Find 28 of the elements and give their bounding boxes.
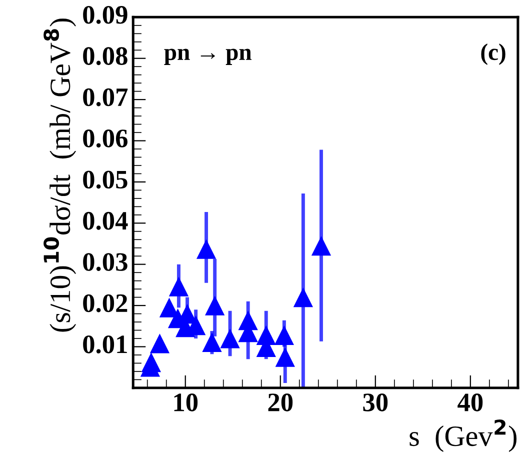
x-tick-label: 10 bbox=[174, 394, 198, 412]
point bbox=[196, 239, 216, 259]
point bbox=[274, 325, 294, 345]
x-axis-title: s (Gev$^{2}$) bbox=[410, 419, 516, 452]
y-tick-label: 0.06 bbox=[83, 130, 128, 148]
point bbox=[275, 347, 295, 367]
point bbox=[293, 287, 314, 308]
point bbox=[205, 296, 225, 316]
x-tick-label: 20 bbox=[268, 394, 293, 412]
point bbox=[150, 334, 170, 354]
y-tick-label: 0.08 bbox=[83, 47, 128, 66]
point bbox=[141, 352, 161, 372]
y-axis-title: (s/10)$^{10}$dσ/dt (mb/ GeV$^{8}$) bbox=[44, 18, 76, 332]
y-tick-label: 0.09 bbox=[83, 6, 128, 24]
y-tick-label: 0.03 bbox=[83, 253, 128, 272]
y-tick-label: 0.04 bbox=[83, 212, 128, 230]
annotation: pn → pn bbox=[164, 48, 252, 65]
x-tick-label: 30 bbox=[363, 394, 388, 412]
point bbox=[168, 276, 189, 296]
x-tick-label: 40 bbox=[458, 394, 483, 412]
point bbox=[220, 328, 240, 348]
annotation: (c) bbox=[481, 44, 506, 65]
y-tick-label: 0.07 bbox=[83, 88, 128, 106]
point bbox=[202, 332, 222, 352]
y-tick-label: 0.02 bbox=[83, 294, 128, 312]
y-tick-label: 0.05 bbox=[83, 170, 128, 189]
y-tick-label: 0.01 bbox=[83, 336, 127, 354]
point bbox=[311, 236, 332, 256]
